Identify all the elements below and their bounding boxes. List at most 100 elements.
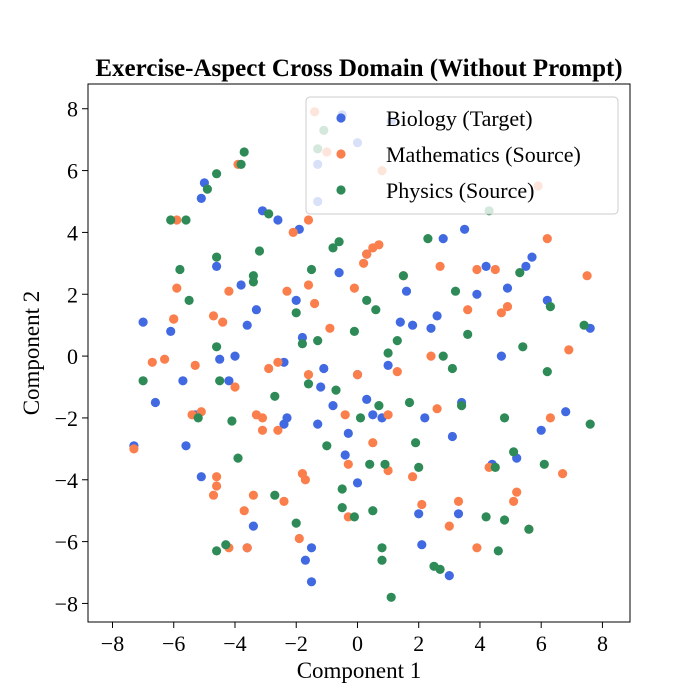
point-series-0-67 <box>536 425 546 435</box>
point-series-2-42 <box>377 555 387 565</box>
point-series-2-66 <box>515 268 525 278</box>
point-series-0-5 <box>181 441 191 451</box>
point-series-0-62 <box>496 351 506 361</box>
point-series-2-22 <box>270 490 280 500</box>
point-series-0-55 <box>447 431 457 442</box>
point-series-2-15 <box>236 159 246 169</box>
point-series-1-69 <box>564 345 574 355</box>
point-series-0-54 <box>444 571 454 581</box>
legend-label-2: Physics (Source) <box>386 178 534 203</box>
point-series-0-65 <box>521 261 531 271</box>
point-series-0-50 <box>420 413 430 423</box>
point-series-1-57 <box>453 496 464 506</box>
point-series-0-46 <box>401 286 412 296</box>
point-series-0-13 <box>230 351 240 361</box>
point-series-0-38 <box>352 478 363 488</box>
point-series-2-2 <box>175 264 185 275</box>
point-series-2-33 <box>337 484 347 494</box>
point-series-1-42 <box>359 258 369 268</box>
point-series-2-21 <box>270 391 280 401</box>
point-series-2-7 <box>212 169 222 179</box>
point-series-1-19 <box>239 506 249 516</box>
y-axis-label: Component 2 <box>19 291 44 416</box>
point-series-1-23 <box>257 413 268 423</box>
point-series-1-54 <box>432 404 442 414</box>
point-series-2-41 <box>374 401 384 411</box>
point-series-1-10 <box>208 311 219 321</box>
point-series-2-52 <box>423 234 433 244</box>
y-tick-label: −8 <box>55 591 78 616</box>
x-axis-label: Component 1 <box>297 658 422 683</box>
x-axis-ticks: −8 −6 −4 −2 0 2 4 6 8 <box>101 622 608 656</box>
point-series-1-29 <box>294 533 304 544</box>
point-series-2-6 <box>202 184 212 194</box>
point-series-0-27 <box>300 555 310 565</box>
point-series-2-77 <box>499 413 510 423</box>
point-series-1-28 <box>288 227 298 237</box>
point-series-0-14 <box>236 280 246 290</box>
point-series-2-44 <box>380 459 390 469</box>
point-series-2-51 <box>414 462 424 472</box>
point-series-0-1 <box>150 397 160 408</box>
point-series-2-70 <box>542 367 552 377</box>
point-series-1-8 <box>190 360 200 370</box>
point-series-0-18 <box>251 305 261 315</box>
legend-label-1: Mathematics (Source) <box>386 142 581 167</box>
point-series-2-8 <box>212 252 222 262</box>
x-tick-label: 2 <box>413 631 424 656</box>
point-series-0-52 <box>432 311 442 321</box>
point-series-1-2 <box>160 354 170 364</box>
point-series-1-11 <box>208 490 219 500</box>
point-series-1-13 <box>212 481 222 491</box>
point-series-1-17 <box>230 382 240 392</box>
point-series-2-4 <box>184 295 194 305</box>
point-series-2-23 <box>291 518 301 528</box>
point-series-0-69 <box>561 407 571 417</box>
point-series-1-4 <box>172 283 182 293</box>
point-series-1-38 <box>340 410 350 420</box>
point-series-2-67 <box>518 342 528 352</box>
y-tick-label: −2 <box>55 406 78 431</box>
point-series-2-50 <box>411 438 421 448</box>
point-series-2-14 <box>233 453 243 463</box>
point-series-1-52 <box>417 499 427 510</box>
y-tick-label: 8 <box>67 97 78 122</box>
point-series-1-64 <box>508 496 519 506</box>
point-series-2-45 <box>383 348 393 358</box>
point-series-1-34 <box>310 298 320 309</box>
point-series-0-66 <box>527 252 537 262</box>
point-series-2-48 <box>398 271 408 281</box>
point-series-0-59 <box>472 289 482 299</box>
point-series-2-72 <box>579 320 589 330</box>
point-series-1-65 <box>512 487 522 497</box>
point-series-1-73 <box>383 410 393 420</box>
point-series-0-56 <box>453 509 464 519</box>
point-series-0-7 <box>196 472 206 482</box>
point-series-2-63 <box>493 546 503 556</box>
point-series-2-29 <box>322 441 332 451</box>
point-series-2-12 <box>221 540 231 550</box>
point-series-2-55 <box>438 351 448 361</box>
point-series-2-62 <box>490 462 500 472</box>
legend-marker-1 <box>336 149 346 159</box>
point-series-2-54 <box>435 564 445 575</box>
point-series-2-3 <box>181 215 191 225</box>
point-series-2-39 <box>368 506 378 516</box>
point-series-1-51 <box>408 472 418 482</box>
point-series-2-25 <box>303 379 314 389</box>
legend-marker-0 <box>336 113 346 123</box>
point-series-2-46 <box>386 592 396 602</box>
point-series-2-68 <box>524 524 534 534</box>
legend-marker-2 <box>336 185 346 195</box>
point-series-1-63 <box>502 302 513 312</box>
legend-label-0: Biology (Target) <box>386 106 533 131</box>
point-series-1-39 <box>343 459 353 469</box>
point-series-1-1 <box>147 357 157 367</box>
point-series-2-27 <box>313 336 323 346</box>
point-series-2-65 <box>508 447 519 457</box>
point-series-1-25 <box>273 357 283 367</box>
point-series-1-45 <box>368 438 378 448</box>
x-tick-label: −4 <box>223 631 246 656</box>
point-series-1-56 <box>444 521 454 531</box>
point-series-2-37 <box>362 295 372 305</box>
